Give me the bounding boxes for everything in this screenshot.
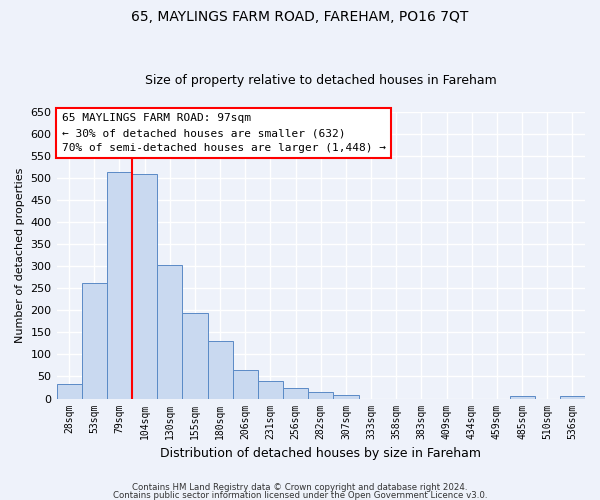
Bar bbox=[56, 384, 82, 398]
Title: Size of property relative to detached houses in Fareham: Size of property relative to detached ho… bbox=[145, 74, 497, 87]
Text: 65, MAYLINGS FARM ROAD, FAREHAM, PO16 7QT: 65, MAYLINGS FARM ROAD, FAREHAM, PO16 7Q… bbox=[131, 10, 469, 24]
Bar bbox=[509, 396, 535, 398]
Y-axis label: Number of detached properties: Number of detached properties bbox=[15, 168, 25, 343]
Bar bbox=[334, 395, 359, 398]
Bar bbox=[560, 396, 585, 398]
X-axis label: Distribution of detached houses by size in Fareham: Distribution of detached houses by size … bbox=[160, 447, 481, 460]
Bar bbox=[283, 388, 308, 398]
Bar bbox=[233, 370, 258, 398]
Bar bbox=[132, 174, 157, 398]
Bar bbox=[208, 341, 233, 398]
Text: Contains HM Land Registry data © Crown copyright and database right 2024.: Contains HM Land Registry data © Crown c… bbox=[132, 484, 468, 492]
Text: 65 MAYLINGS FARM ROAD: 97sqm
← 30% of detached houses are smaller (632)
70% of s: 65 MAYLINGS FARM ROAD: 97sqm ← 30% of de… bbox=[62, 113, 386, 153]
Bar bbox=[157, 265, 182, 398]
Bar bbox=[107, 172, 132, 398]
Bar bbox=[82, 282, 107, 399]
Bar bbox=[308, 392, 334, 398]
Text: Contains public sector information licensed under the Open Government Licence v3: Contains public sector information licen… bbox=[113, 490, 487, 500]
Bar bbox=[182, 312, 208, 398]
Bar bbox=[258, 381, 283, 398]
